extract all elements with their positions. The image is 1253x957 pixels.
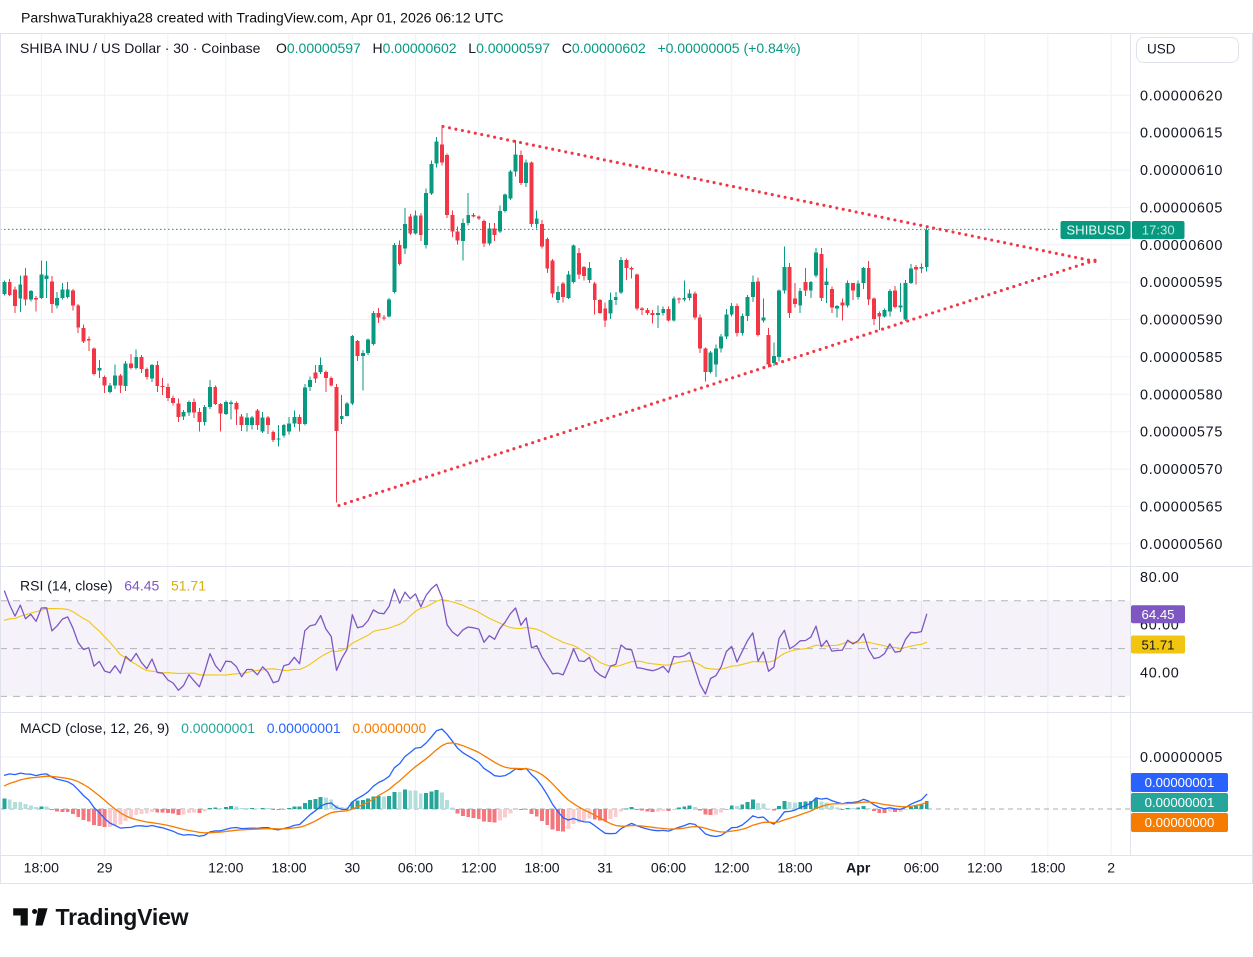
svg-text:RSI (14, close) 64.45 51.7: RSI (14, close) 64.45 51.71: [20, 578, 206, 594]
svg-text:0.00000600: 0.00000600: [1140, 238, 1223, 254]
svg-text:12:00: 12:00: [208, 860, 243, 876]
svg-text:ParshwaTurakhiya28 created wit: ParshwaTurakhiya28 created with TradingV…: [21, 10, 504, 26]
svg-text:0.00000001: 0.00000001: [1145, 795, 1215, 810]
svg-text:MACD (close, 12, 26, 9) 0.00: MACD (close, 12, 26, 9) 0.00000001 0.000…: [20, 720, 427, 736]
svg-text:64.45: 64.45: [1141, 607, 1174, 622]
svg-text:0.00000585: 0.00000585: [1140, 350, 1223, 366]
svg-text:0.00000590: 0.00000590: [1140, 313, 1223, 329]
svg-text:2: 2: [1107, 860, 1115, 876]
svg-text:18:00: 18:00: [777, 860, 812, 876]
svg-text:0.00000595: 0.00000595: [1140, 275, 1223, 291]
svg-text:18:00: 18:00: [524, 860, 559, 876]
svg-text:USD: USD: [1147, 42, 1176, 57]
svg-text:80.00: 80.00: [1140, 570, 1180, 586]
svg-text:0.00000610: 0.00000610: [1140, 163, 1223, 179]
svg-text:0.00000001: 0.00000001: [1145, 775, 1215, 790]
svg-text:18:00: 18:00: [1030, 860, 1065, 876]
svg-text:0.00000570: 0.00000570: [1140, 462, 1223, 478]
svg-text:0.00000005: 0.00000005: [1140, 750, 1223, 766]
svg-text:51.71: 51.71: [1141, 637, 1174, 652]
svg-text:0.00000620: 0.00000620: [1140, 88, 1223, 104]
svg-text:Apr: Apr: [846, 860, 871, 876]
svg-text:17:30: 17:30: [1142, 222, 1175, 237]
svg-text:30: 30: [344, 860, 360, 876]
svg-text:0.00000000: 0.00000000: [1145, 815, 1215, 830]
svg-text:SHIBUSD: SHIBUSD: [1066, 222, 1125, 237]
svg-text:0.00000580: 0.00000580: [1140, 387, 1223, 403]
svg-text:0.00000615: 0.00000615: [1140, 126, 1223, 142]
svg-text:31: 31: [597, 860, 613, 876]
svg-text:0.00000565: 0.00000565: [1140, 499, 1223, 515]
svg-text:SHIBA INU / US Dollar · 30 · C: SHIBA INU / US Dollar · 30 · Coinbase O0…: [20, 40, 801, 56]
svg-text:06:00: 06:00: [651, 860, 686, 876]
svg-text:18:00: 18:00: [24, 860, 59, 876]
svg-text:0.00000575: 0.00000575: [1140, 425, 1223, 441]
svg-text:0.00000560: 0.00000560: [1140, 537, 1223, 553]
svg-text:06:00: 06:00: [904, 860, 939, 876]
svg-text:12:00: 12:00: [714, 860, 749, 876]
svg-text:18:00: 18:00: [271, 860, 306, 876]
svg-text:12:00: 12:00: [967, 860, 1002, 876]
svg-text:40.00: 40.00: [1140, 666, 1180, 682]
svg-text:06:00: 06:00: [398, 860, 433, 876]
svg-text:29: 29: [97, 860, 113, 876]
svg-text:TradingView: TradingView: [56, 904, 189, 930]
svg-text:0.00000605: 0.00000605: [1140, 200, 1223, 216]
svg-text:12:00: 12:00: [461, 860, 496, 876]
